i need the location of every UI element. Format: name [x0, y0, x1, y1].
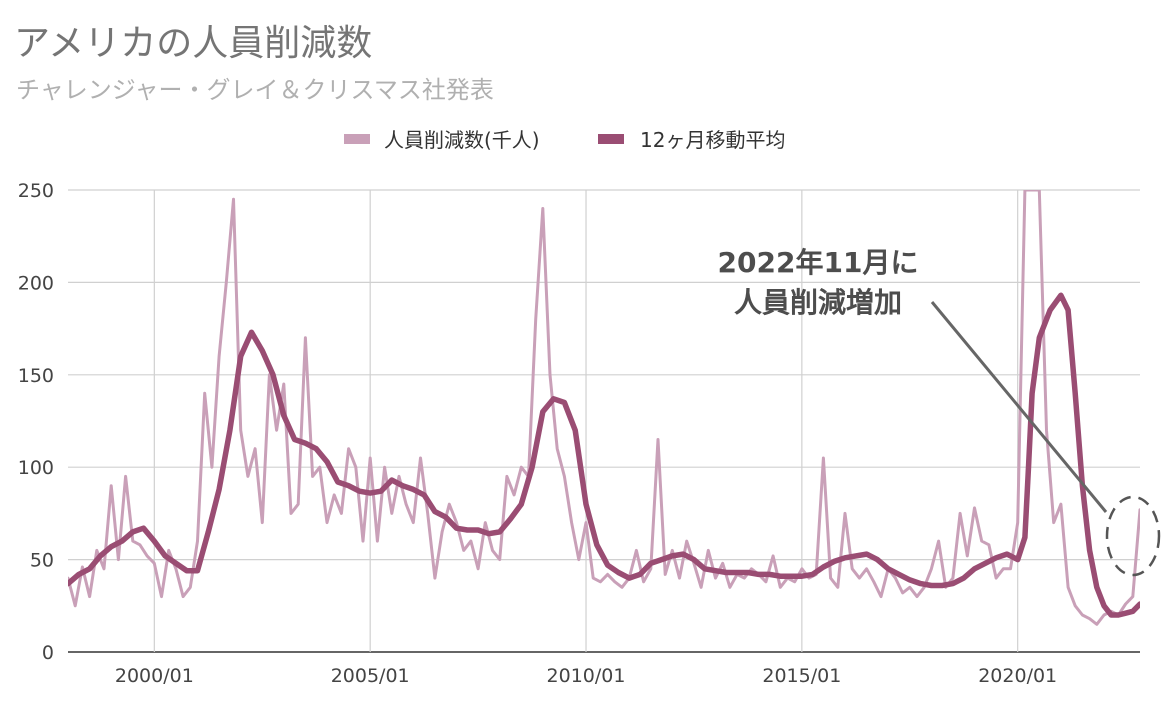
series: [68, 190, 1140, 626]
annotation-arrow: [930, 301, 1108, 513]
x-axis-ticks: 2000/01 2005/01 2010/01 2015/01 2020/01: [115, 665, 1057, 687]
series-line-monthly: [68, 190, 1140, 626]
x-tick-label: 2005/01: [331, 665, 410, 687]
series-line-average: [68, 292, 1140, 618]
legend-swatch: [598, 134, 624, 144]
annotation-highlight: [1105, 495, 1161, 577]
y-tick-label: 100: [18, 457, 54, 479]
legend-label: 12ヶ月移動平均: [640, 128, 785, 152]
x-tick-label: 2015/01: [762, 665, 841, 687]
y-tick-label: 150: [18, 365, 54, 387]
y-tick-label: 200: [18, 272, 54, 294]
grid: [68, 189, 1140, 653]
y-axis-ticks: 0 50 100 150 200 250: [18, 180, 54, 664]
annotation-text: 人員削減増加: [734, 286, 902, 319]
legend: 人員削減数(千人) 12ヶ月移動平均: [344, 128, 785, 152]
x-tick-label: 2000/01: [115, 665, 194, 687]
chart-title: アメリカの人員削減数: [14, 23, 373, 64]
annotation-text: 2022年11月に: [718, 246, 919, 279]
y-tick-label: 0: [42, 642, 54, 664]
x-tick-label: 2020/01: [978, 665, 1057, 687]
x-tick-label: 2010/01: [547, 665, 626, 687]
legend-swatch: [344, 134, 370, 144]
y-tick-label: 50: [30, 550, 54, 572]
y-tick-label: 250: [18, 180, 54, 202]
legend-label: 人員削減数(千人): [384, 128, 540, 152]
chart-subtitle: チャレンジャー・グレイ＆クリスマス社発表: [16, 76, 494, 104]
